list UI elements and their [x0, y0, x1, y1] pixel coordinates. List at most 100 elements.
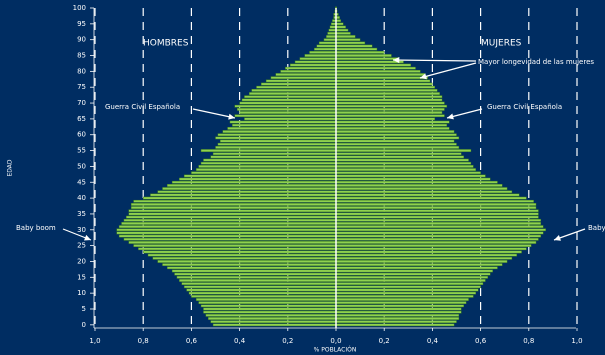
- bar: [335, 288, 479, 292]
- bar: [335, 111, 443, 114]
- bar: [335, 323, 455, 327]
- y-tick-label: 35: [77, 210, 86, 218]
- bar: [304, 54, 337, 57]
- x-tick-label: 0,2: [379, 337, 390, 345]
- bar: [285, 66, 337, 70]
- bar: [147, 253, 337, 257]
- x-tick-label: 0,8: [138, 337, 149, 345]
- bar: [118, 225, 337, 228]
- y-tick-label: 80: [77, 67, 86, 75]
- bar: [335, 209, 539, 213]
- bar: [335, 123, 448, 127]
- bar: [335, 222, 542, 225]
- annotation: Guerra Civil Española: [487, 103, 562, 111]
- bar: [335, 104, 448, 108]
- bar: [142, 196, 337, 200]
- arrow: [192, 108, 236, 119]
- bar: [244, 117, 337, 121]
- bar: [335, 44, 373, 48]
- bar: [220, 139, 337, 143]
- bar: [335, 85, 436, 89]
- bar: [215, 136, 337, 140]
- bar: [188, 291, 337, 295]
- bar: [335, 136, 460, 140]
- bar: [335, 60, 404, 64]
- bar: [222, 130, 337, 133]
- bar: [290, 63, 337, 67]
- bar: [335, 313, 460, 317]
- x-tick-label: 1,0: [89, 337, 100, 345]
- bar: [335, 76, 428, 80]
- bar: [335, 70, 421, 73]
- bar: [335, 184, 503, 187]
- bar: [183, 174, 337, 178]
- bar: [335, 149, 472, 152]
- bar: [261, 82, 337, 86]
- bar: [335, 133, 457, 137]
- bar: [314, 47, 337, 51]
- y-tick-label: 15: [77, 273, 86, 281]
- bar: [335, 317, 460, 320]
- bar: [335, 22, 344, 26]
- bar: [138, 247, 337, 251]
- bar: [335, 161, 472, 165]
- bar: [126, 215, 337, 219]
- bar: [335, 174, 486, 178]
- bar: [128, 241, 337, 244]
- bar: [133, 244, 337, 247]
- bar: [335, 180, 498, 184]
- bar: [335, 225, 544, 228]
- arrow-head: [420, 73, 427, 80]
- bar: [318, 41, 337, 45]
- bar: [335, 301, 467, 304]
- bar: [227, 127, 337, 130]
- bar: [335, 168, 476, 171]
- arrow-head: [554, 235, 561, 241]
- bar: [239, 111, 337, 114]
- bar: [275, 73, 337, 76]
- bar: [200, 149, 337, 152]
- y-tick-label: 95: [77, 20, 86, 28]
- bar: [335, 35, 356, 38]
- bar: [217, 142, 337, 146]
- legend-label: HOMBRES: [143, 39, 189, 49]
- x-axis-label: % POBLACIÓN: [314, 347, 357, 354]
- bar: [150, 193, 337, 197]
- bar: [335, 187, 508, 190]
- y-axis-label: EDAD: [7, 159, 14, 176]
- bar: [234, 114, 337, 118]
- y-tick-label: 85: [77, 52, 86, 60]
- bar: [335, 215, 539, 219]
- bar: [335, 82, 433, 86]
- arrow-head: [84, 234, 91, 241]
- bar: [181, 282, 337, 285]
- bar: [236, 108, 337, 111]
- bar: [335, 114, 445, 118]
- bar: [335, 218, 542, 222]
- bar: [210, 155, 337, 159]
- bar: [179, 177, 337, 181]
- bar: [335, 101, 445, 105]
- bar: [335, 307, 462, 311]
- bar: [118, 234, 337, 238]
- bar: [335, 199, 534, 203]
- bar: [133, 199, 337, 203]
- x-tick-label: 0,6: [475, 337, 487, 345]
- bar: [327, 32, 337, 35]
- bar: [335, 142, 457, 146]
- bar: [335, 25, 346, 29]
- bar: [203, 310, 337, 314]
- bar: [335, 241, 537, 244]
- bar: [335, 130, 455, 133]
- x-tick-label: 0,0: [330, 337, 341, 345]
- bar: [179, 279, 337, 282]
- bar: [186, 288, 337, 292]
- bar: [130, 206, 337, 209]
- arrow-head: [228, 113, 235, 120]
- bar: [335, 152, 462, 156]
- bar: [335, 266, 498, 270]
- bar: [116, 228, 337, 232]
- bar: [217, 133, 337, 137]
